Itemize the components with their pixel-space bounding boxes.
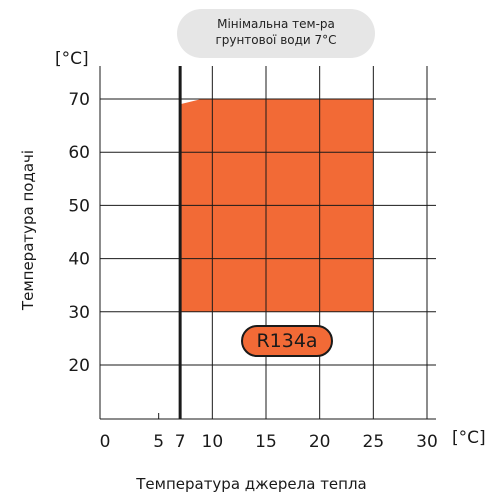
y-tick-label-60: 60	[68, 143, 90, 163]
x-tick-label-30: 30	[416, 432, 438, 452]
callout-line-2: грунтової води 7°C	[215, 33, 337, 47]
callout-line-1: Мінімальна тем-ра	[217, 17, 335, 31]
min-temp-callout: Мінімальна тем-ра грунтової води 7°C	[177, 9, 375, 58]
y-axis-label: Температура подачі	[19, 149, 37, 311]
y-tick-label-70: 70	[68, 90, 90, 110]
x-tick-label-0: 0	[100, 432, 111, 452]
y-tick-label-40: 40	[68, 250, 90, 270]
x-axis-label: Температура джерела тепла	[136, 475, 367, 493]
y-tick-label-20: 20	[68, 356, 90, 376]
y-tick-label-30: 30	[68, 303, 90, 323]
x-unit-label: [°C]	[452, 428, 486, 448]
x-tick-label-25: 25	[363, 432, 385, 452]
x-tick-label-7: 7	[175, 432, 186, 452]
y-tick-label-50: 50	[68, 196, 90, 216]
x-tick-label-5: 5	[153, 432, 164, 452]
x-tick-label-20: 20	[309, 432, 331, 452]
y-unit-label: [°C]	[55, 49, 89, 69]
x-tick-label-15: 15	[255, 432, 277, 452]
x-tick-label-10: 10	[202, 432, 224, 452]
r134a-badge: R134a	[241, 325, 333, 357]
